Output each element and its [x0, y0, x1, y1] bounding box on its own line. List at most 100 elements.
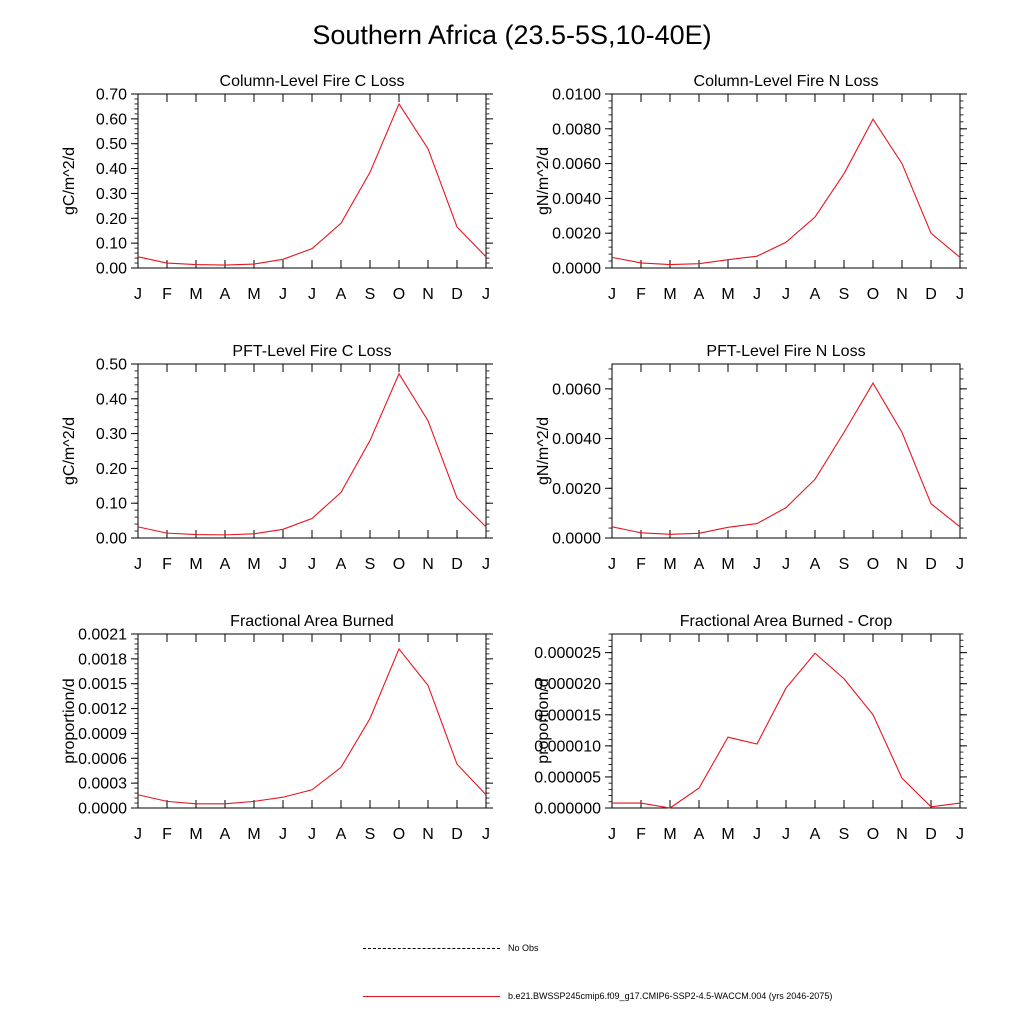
x-tick-label: M [663, 286, 676, 303]
y-tick-label: 0.0015 [78, 676, 127, 693]
x-tick-label: N [896, 286, 908, 303]
y-tick-label: 0.0080 [552, 121, 601, 138]
y-tick-label: 0.0000 [552, 261, 601, 278]
x-tick-label: F [636, 286, 646, 303]
x-tick-label: S [365, 826, 376, 843]
x-tick-label: D [925, 286, 937, 303]
x-tick-label: O [867, 826, 879, 843]
x-tick-label: J [134, 826, 142, 843]
y-tick-label: 0.20 [96, 461, 127, 478]
y-tick-label: 0.000025 [534, 645, 601, 662]
x-tick-label: J [608, 826, 616, 843]
x-tick-label: M [721, 556, 734, 573]
x-tick-label: J [753, 826, 761, 843]
x-tick-label: A [336, 286, 347, 303]
x-tick-label: J [782, 286, 790, 303]
legend-label-model: b.e21.BWSSP245cmip6.f09_g17.CMIP6-SSP2-4… [508, 991, 833, 1001]
x-tick-label: O [393, 556, 405, 573]
y-tick-label: 0.000000 [534, 801, 601, 818]
x-tick-label: A [810, 556, 821, 573]
legend-line-model [363, 996, 500, 997]
x-tick-label: F [636, 556, 646, 573]
x-tick-label: S [839, 826, 850, 843]
y-tick-label: 0.00 [96, 261, 127, 278]
x-tick-label: A [694, 556, 705, 573]
x-tick-label: J [482, 826, 490, 843]
x-tick-label: M [189, 826, 202, 843]
x-tick-label: D [925, 556, 937, 573]
x-tick-label: J [482, 556, 490, 573]
y-tick-label: 0.0100 [552, 87, 601, 104]
x-tick-label: J [956, 556, 964, 573]
panel-title: Fractional Area Burned - Crop [680, 613, 893, 630]
legend-label-no-obs: No Obs [508, 943, 539, 953]
series-line [612, 652, 961, 809]
x-tick-label: F [162, 556, 172, 573]
y-tick-label: 0.000015 [534, 707, 601, 724]
x-tick-label: A [810, 286, 821, 303]
y-tick-label: 0.000010 [534, 738, 601, 755]
panel-title: Fractional Area Burned [230, 613, 394, 630]
x-tick-label: J [134, 556, 142, 573]
y-tick-label: 0.0040 [552, 191, 601, 208]
x-tick-label: S [839, 556, 850, 573]
x-tick-label: A [336, 556, 347, 573]
y-tick-label: 0.0000 [552, 531, 601, 548]
x-tick-label: S [365, 556, 376, 573]
x-tick-label: A [336, 826, 347, 843]
x-tick-label: N [422, 286, 434, 303]
x-tick-label: N [422, 556, 434, 573]
x-tick-label: J [134, 286, 142, 303]
chart-panel-6: Fractional Area Burned - Crop proportion/… [534, 613, 967, 843]
x-tick-label: A [694, 286, 705, 303]
x-tick-label: D [451, 556, 463, 573]
y-tick-label: 0.30 [96, 426, 127, 443]
y-tick-label: 0.50 [96, 357, 127, 374]
y-axis-label: proportion/d [535, 678, 552, 763]
x-tick-label: A [220, 826, 231, 843]
y-tick-label: 0.0018 [78, 651, 127, 668]
x-tick-label: S [365, 286, 376, 303]
y-tick-label: 0.0021 [78, 627, 127, 644]
y-tick-label: 0.0020 [552, 226, 601, 243]
y-tick-label: 0.0003 [78, 776, 127, 793]
series-line [611, 118, 961, 266]
x-tick-label: A [220, 556, 231, 573]
plot-frame [137, 363, 487, 539]
panel-title: PFT-Level Fire N Loss [706, 343, 865, 360]
plot-frame [137, 633, 487, 809]
x-tick-label: D [451, 286, 463, 303]
x-tick-label: J [782, 556, 790, 573]
x-tick-label: J [956, 286, 964, 303]
x-tick-label: N [896, 826, 908, 843]
panel-title: Column-Level Fire C Loss [220, 73, 405, 90]
y-tick-label: 0.000020 [534, 676, 601, 693]
plot-frame [611, 633, 961, 809]
x-tick-label: M [247, 826, 260, 843]
y-tick-label: 0.40 [96, 391, 127, 408]
x-tick-label: M [189, 556, 202, 573]
x-tick-label: J [308, 286, 316, 303]
y-tick-label: 0.0006 [78, 751, 127, 768]
x-tick-label: J [482, 286, 490, 303]
y-axis-label: gC/m^2/d [61, 147, 78, 215]
y-tick-label: 0.0000 [78, 801, 127, 818]
y-tick-label: 0.0060 [552, 381, 601, 398]
y-tick-label: 0.30 [96, 186, 127, 203]
plot-frame [137, 93, 487, 269]
x-tick-label: O [867, 286, 879, 303]
x-tick-label: J [308, 556, 316, 573]
x-tick-label: A [810, 826, 821, 843]
y-axis-label: gN/m^2/d [535, 417, 552, 485]
x-tick-label: M [663, 826, 676, 843]
x-tick-label: M [721, 826, 734, 843]
series-line [137, 372, 487, 536]
y-tick-label: 0.0060 [552, 156, 601, 173]
x-tick-label: J [608, 286, 616, 303]
x-tick-label: A [694, 826, 705, 843]
y-axis-label: gC/m^2/d [61, 417, 78, 485]
